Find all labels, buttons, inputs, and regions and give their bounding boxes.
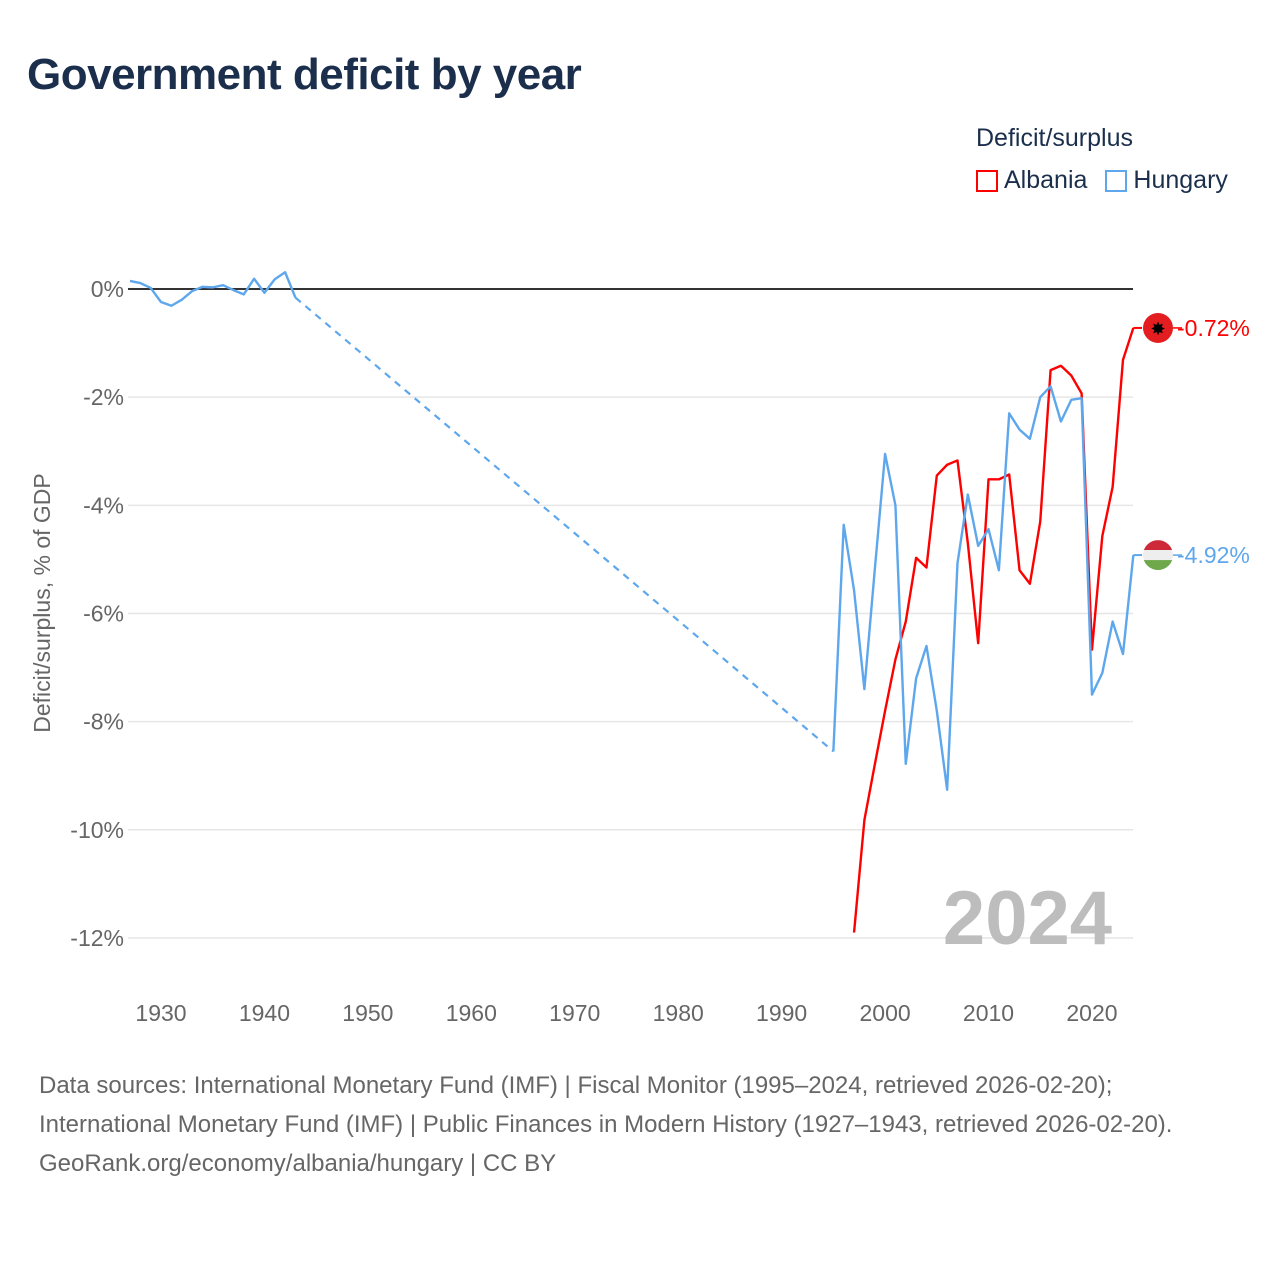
- legend-label: Albania: [1004, 166, 1088, 194]
- legend: Albania Hungary: [976, 166, 1228, 195]
- footer: Data sources: International Monetary Fun…: [39, 1066, 1239, 1183]
- end-value-label-albania: -0.72%: [1177, 315, 1250, 341]
- y-tick-label: -12%: [70, 925, 124, 951]
- legend-swatch-hungary: [1105, 169, 1128, 192]
- flag-stripe: [1143, 550, 1173, 561]
- y-tick-label: -2%: [83, 384, 124, 410]
- series-line-hungary: [129, 271, 297, 307]
- y-tick-label: 0%: [91, 276, 124, 302]
- y-tick-label: -8%: [83, 709, 124, 735]
- legend-label: Hungary: [1133, 166, 1228, 194]
- gap-dashed-line: [294, 296, 835, 753]
- legend-swatch-albania: [976, 169, 998, 192]
- end-value-label-hungary: -4.92%: [1177, 542, 1250, 568]
- chart-title: Government deficit by year: [27, 50, 582, 99]
- x-tick-label: 1940: [239, 1000, 290, 1026]
- legend-item-albania[interactable]: Albania: [976, 166, 1087, 195]
- legend-item-hungary[interactable]: Hungary: [1105, 166, 1228, 195]
- y-tick-label: -6%: [83, 600, 124, 626]
- y-tick-label: -10%: [70, 817, 124, 843]
- y-axis-label: Deficit/surplus, % of GDP: [29, 473, 55, 732]
- x-tick-label: 2000: [859, 1000, 910, 1026]
- x-tick-label: 1990: [756, 1000, 807, 1026]
- line-chart: 0% -2% -4% -6% -8% -10% -12% 1930 1940 1950 1960 19…: [29, 271, 1250, 1026]
- albania-flag-icon: [1143, 312, 1173, 343]
- data-sources: Data sources: International Monetary Fun…: [39, 1072, 1173, 1138]
- legend-title: Deficit/surplus: [976, 124, 1133, 152]
- flag-stripe: [1143, 560, 1173, 571]
- x-tick-label: 1930: [135, 1000, 186, 1026]
- credit-link[interactable]: GeoRank.org/economy/albania/hungary | CC…: [39, 1150, 557, 1177]
- year-watermark: 2024: [943, 876, 1112, 961]
- x-tick-label: 2010: [963, 1000, 1014, 1026]
- x-tick-label: 1970: [549, 1000, 600, 1026]
- eagle-icon: ✸: [1150, 319, 1165, 339]
- x-tick-label: 1960: [446, 1000, 497, 1026]
- x-tick-label: 1980: [653, 1000, 704, 1026]
- y-tick-label: -4%: [83, 492, 124, 518]
- x-tick-label: 1950: [342, 1000, 393, 1026]
- flag-stripe: [1143, 540, 1173, 551]
- series-line-hungary: [832, 385, 1135, 791]
- x-tick-label: 2020: [1066, 1000, 1117, 1026]
- series-line-albania: [852, 327, 1135, 933]
